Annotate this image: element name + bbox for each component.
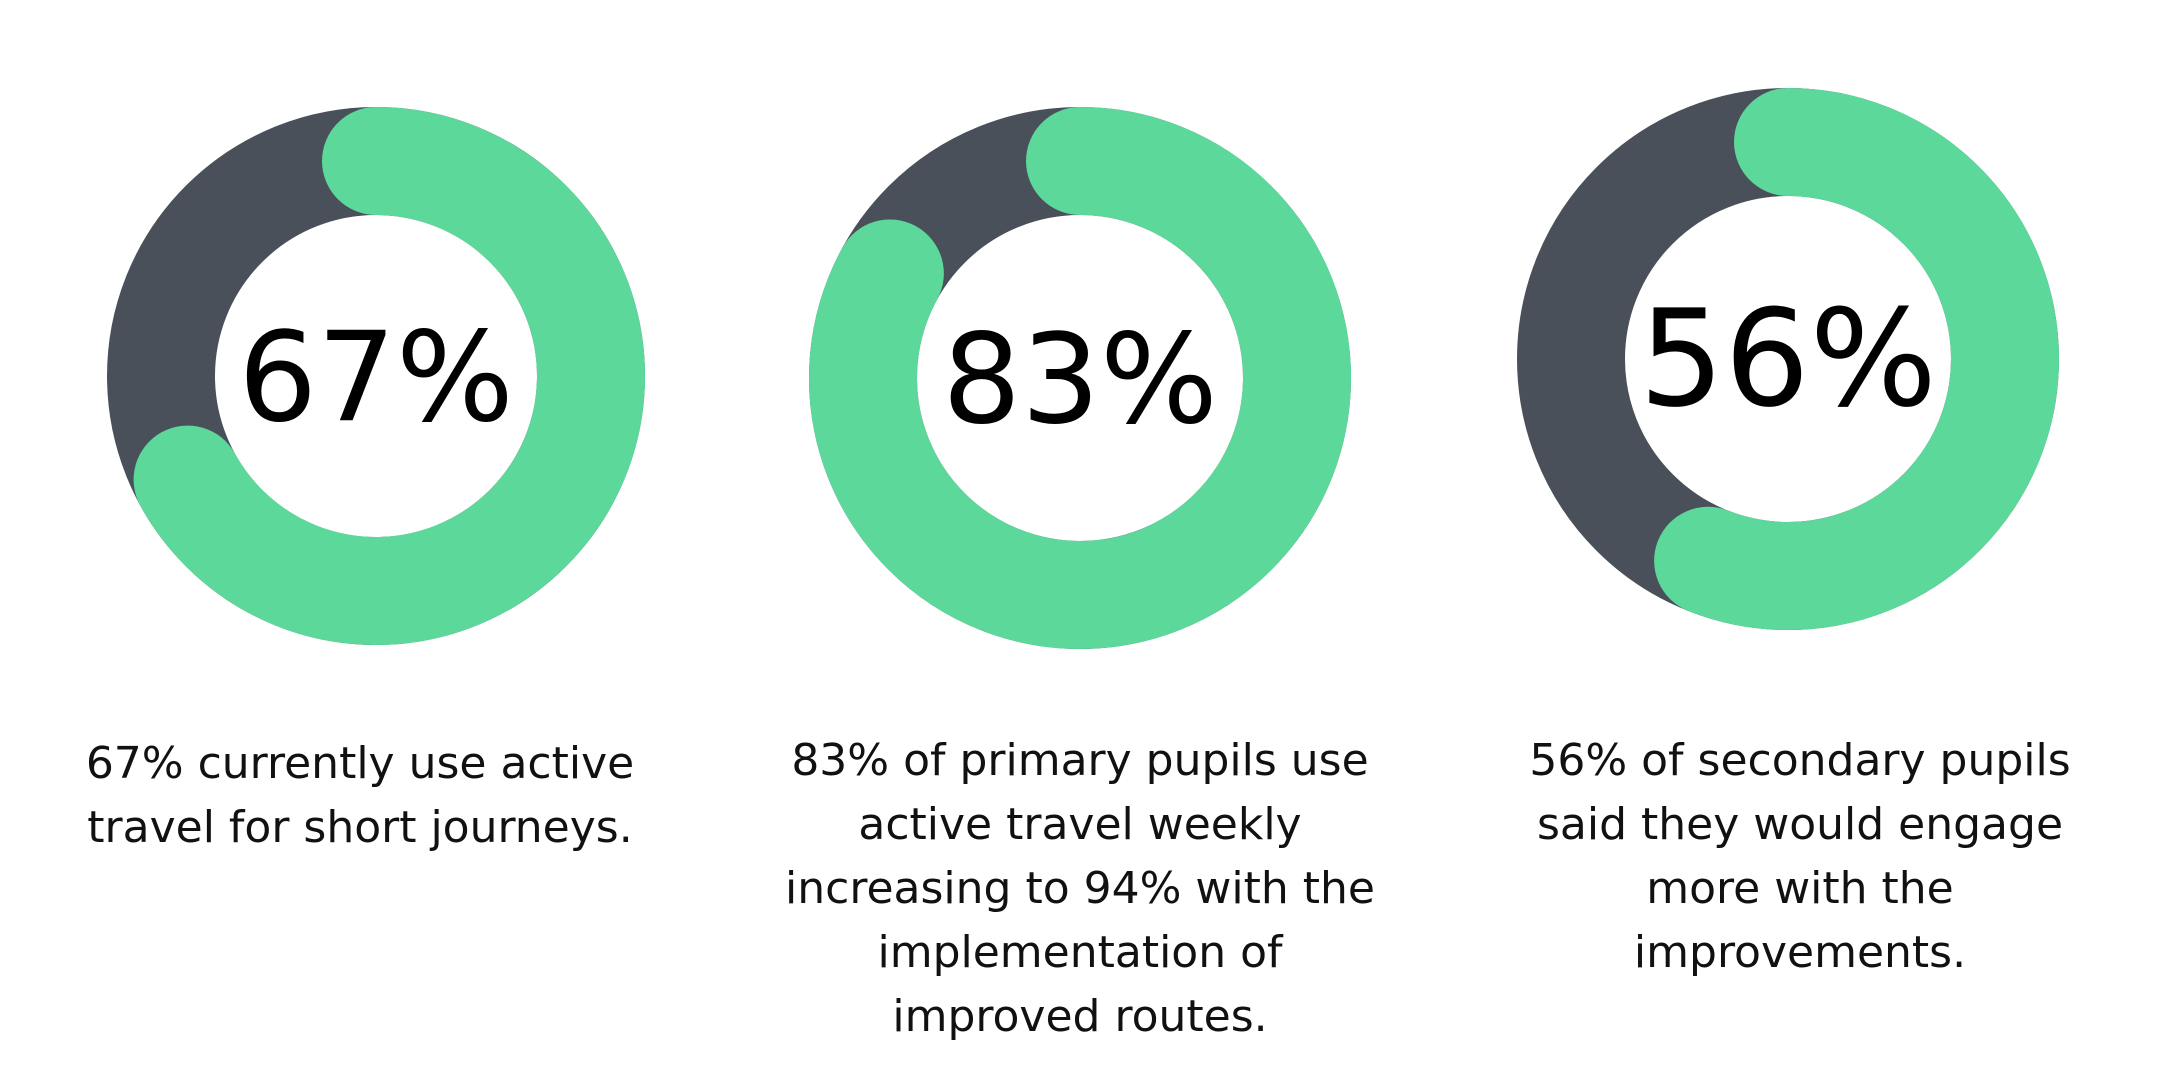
stat-card-3: 56% 56% of secondary pupils said they wo… [1440, 0, 2160, 1080]
stat-card-2: 83% 83% of primary pupils use active tra… [720, 0, 1440, 1080]
stat-caption: 67% currently use active travel for shor… [85, 738, 635, 853]
donut-center-label: 67% [238, 306, 514, 450]
stat-caption: 83% of primary pupils use active travel … [785, 735, 1375, 1042]
donut-value-arc [1654, 88, 2059, 630]
donut-chart-3: 56% [1517, 88, 2059, 630]
donut-chart-2: 83% [809, 107, 1351, 649]
donut-center-label: 56% [1639, 281, 1937, 437]
donut-center-label: 83% [942, 308, 1218, 452]
stat-card-1: 67% 67% currently use active travel for … [0, 0, 720, 1080]
stat-caption: 56% of secondary pupils said they would … [1529, 735, 2071, 978]
donut-chart-1: 67% [107, 107, 645, 645]
donut-value-arc [133, 107, 645, 645]
donut-value-arc [809, 107, 1351, 649]
